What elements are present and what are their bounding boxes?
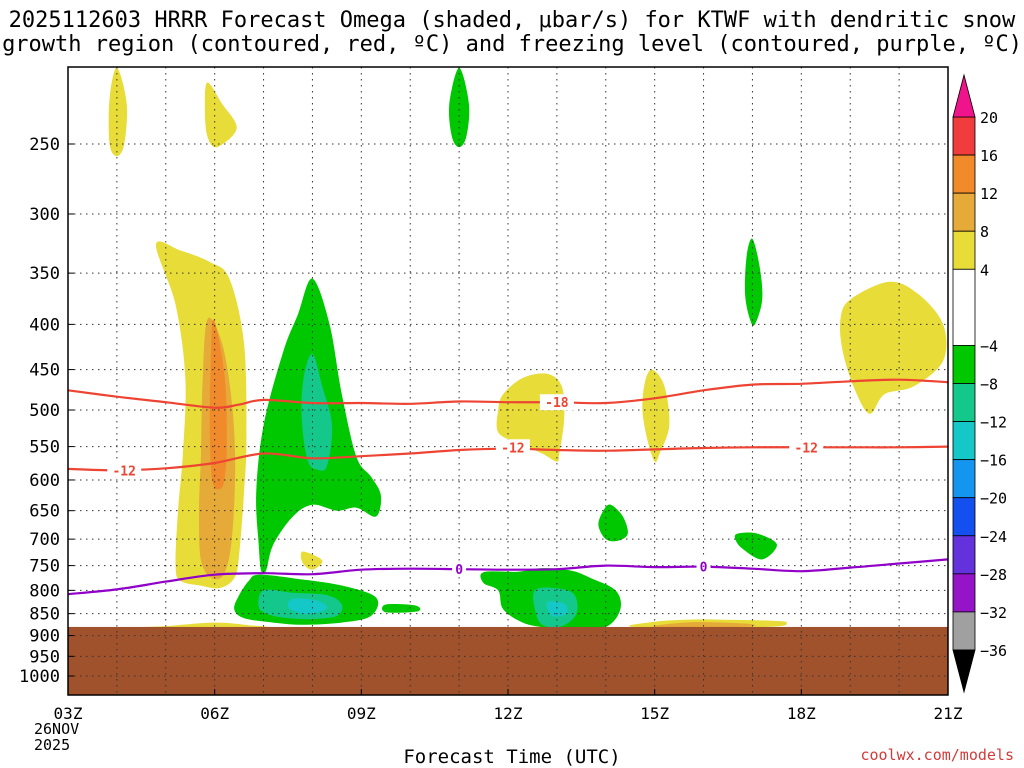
colorbar-tick-label: −36 (980, 642, 1007, 660)
date-label-year: 2025 (34, 736, 71, 754)
y-tick-label: 950 (29, 647, 60, 667)
x-tick-label: 12Z (494, 704, 523, 723)
x-tick-label: 15Z (640, 704, 669, 723)
colorbar-band (952, 421, 976, 461)
omega-region-surface-rise-06z (127, 622, 271, 629)
colorbar-band (952, 535, 976, 575)
contour-label: -12 (112, 464, 135, 479)
colorbar-bottom-arrow (952, 649, 976, 694)
omega-shading-layer (68, 67, 948, 695)
y-tick-label: 650 (29, 502, 60, 522)
omega-region-rise-15z (642, 369, 670, 463)
omega-region-small-sink-10z (381, 603, 421, 613)
colorbar-band (952, 192, 976, 232)
colorbar-band (952, 573, 976, 613)
y-tick-label: 500 (29, 401, 60, 421)
omega-region-rise-column-06z-core12 (209, 319, 227, 490)
omega-region-upper-rise-04z (108, 67, 128, 157)
contour-label: -18 (545, 396, 569, 411)
contour-freezing-0 (68, 558, 948, 596)
chart-title-line2: growth region (contoured, red, ºC) and f… (2, 32, 1022, 57)
colorbar-top-arrow (952, 73, 976, 118)
colorbar-tick-label: 16 (980, 147, 998, 165)
colorbar-band (952, 459, 976, 499)
contour-label: 0 (455, 563, 463, 578)
colorbar-band (952, 230, 976, 270)
omega-region-sink-17z-lower (734, 532, 777, 560)
x-tick-label: 21Z (934, 704, 963, 723)
y-tick-label: 750 (29, 557, 60, 577)
y-tick-label: 1000 (19, 667, 60, 687)
colorbar-band (952, 116, 976, 156)
contour-label-bg (107, 462, 142, 479)
y-tick-label: 700 (29, 530, 60, 550)
colorbar-tick-label: −32 (980, 604, 1007, 622)
colorbar-band (952, 345, 976, 384)
colorbar-band (952, 268, 976, 346)
colorbar-band (952, 383, 976, 422)
x-tick-label: 09Z (347, 704, 376, 723)
colorbar-tick-label: 12 (980, 185, 998, 203)
y-tick-label: 450 (29, 361, 60, 381)
contour-label-bg (452, 561, 467, 578)
colorbar-tick-label: −28 (980, 566, 1007, 584)
y-tick-label: 350 (29, 264, 60, 284)
colorbar-band (952, 497, 976, 537)
x-tick-label: 18Z (787, 704, 816, 723)
omega-region-small-rise-08z (300, 551, 323, 570)
omega-region-surface-rise-16z-core (652, 622, 756, 628)
y-tick-label: 300 (29, 205, 60, 225)
x-axis-label: Forecast Time (UTC) (403, 746, 621, 768)
date-label-day: 26NOV (34, 720, 80, 738)
colorbar-tick-label: −20 (980, 490, 1007, 508)
colorbar-tick-label: −4 (980, 337, 998, 355)
colorbar-tick-label: −24 (980, 528, 1007, 546)
colorbar-tick-label: 20 (980, 109, 998, 127)
contour-label: -12 (794, 441, 817, 456)
y-tick-label: 900 (29, 627, 60, 647)
omega-region-upper-sink-11z (448, 67, 470, 148)
chart-title-line1: 2025112603 HRRR Forecast Omega (shaded, … (8, 8, 1016, 33)
y-tick-label: 550 (29, 438, 60, 458)
gridlines (68, 67, 948, 695)
x-tick-label: 03Z (54, 704, 83, 723)
contour-label: -12 (501, 441, 524, 456)
contour-dgz-m18 (68, 378, 948, 409)
omega-region-sink-lobe-08z-core2 (287, 598, 328, 614)
omega-region-sink-17z-upper (744, 238, 763, 326)
y-tick-label: 400 (29, 315, 60, 335)
colorbar-tick-label: −12 (980, 414, 1007, 432)
omega-region-upper-rise-06z (204, 82, 237, 148)
colorbar-tick-label: 8 (980, 223, 989, 241)
omega-region-sink-14z (598, 504, 628, 542)
colorbar-band (952, 611, 976, 651)
colorbar-tick-label: −16 (980, 452, 1007, 470)
omega-region-sink-13z-core2 (546, 601, 568, 617)
omega-region-sink-column-08z-core (301, 353, 333, 471)
y-tick-label: 250 (29, 135, 60, 155)
y-tick-label: 800 (29, 581, 60, 601)
contour-label-bg (495, 439, 530, 456)
contour-label-bg (789, 439, 824, 456)
colorbar-band (952, 154, 976, 194)
contour-label-bg (696, 558, 711, 575)
credit-link[interactable]: coolwx.com/models (860, 746, 1014, 764)
contour-label: 0 (700, 561, 708, 576)
colorbar-tick-label: 4 (980, 261, 989, 279)
y-tick-label: 600 (29, 471, 60, 491)
contour-label-bg (539, 394, 574, 411)
colorbar: 20 16 12 8 4 −4 −8 −12 −16 −20 −24 −28 −32 −36 (952, 73, 1007, 694)
contour-layer: -18 -12 0 -12 -12 0 (68, 378, 948, 596)
y-tick-label: 850 (29, 605, 60, 625)
x-tick-label: 06Z (200, 704, 229, 723)
omega-region-rise-20z (839, 281, 947, 414)
axes-layer: 2503003504004505005506006507007508008509… (19, 135, 963, 723)
colorbar-tick-label: −8 (980, 376, 998, 394)
